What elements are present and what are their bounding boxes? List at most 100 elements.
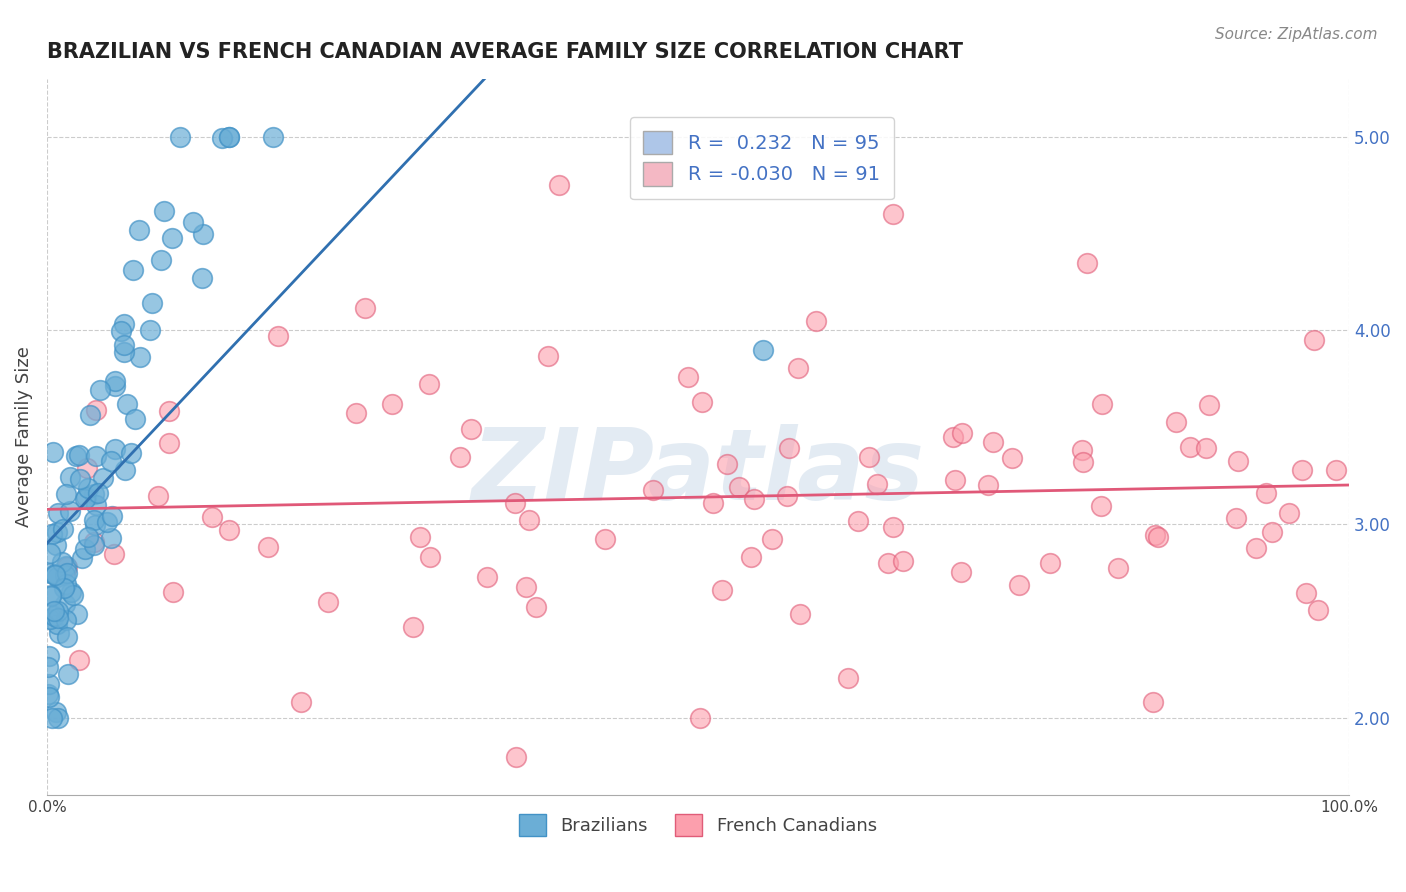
Brazilians — [77, 481, 100, 495]
French Canadians — [84, 403, 107, 417]
French Canadians — [1178, 440, 1201, 454]
Brazilians — [89, 384, 111, 398]
French Canadians — [157, 435, 180, 450]
Brazilians — [39, 566, 62, 581]
Text: ZIPatlas: ZIPatlas — [471, 425, 925, 521]
Brazilians — [169, 129, 191, 144]
French Canadians — [943, 473, 966, 487]
Brazilians — [75, 541, 97, 556]
French Canadians — [290, 695, 312, 709]
French Canadians — [1076, 255, 1098, 269]
French Canadians — [1144, 528, 1167, 542]
Brazilians — [104, 379, 127, 393]
Brazilians — [262, 129, 284, 144]
Brazilians — [104, 442, 127, 456]
Brazilians — [79, 409, 101, 423]
French Canadians — [858, 450, 880, 465]
Brazilians — [41, 711, 63, 725]
Brazilians — [218, 129, 240, 144]
Text: BRAZILIAN VS FRENCH CANADIAN AVERAGE FAMILY SIZE CORRELATION CHART: BRAZILIAN VS FRENCH CANADIAN AVERAGE FAM… — [46, 42, 963, 62]
Brazilians — [83, 518, 105, 533]
French Canadians — [353, 301, 375, 315]
Brazilians — [120, 446, 142, 460]
French Canadians — [1303, 333, 1326, 347]
French Canadians — [942, 430, 965, 444]
French Canadians — [515, 580, 537, 594]
Brazilians — [55, 486, 77, 500]
French Canadians — [162, 584, 184, 599]
French Canadians — [876, 557, 898, 571]
Brazilians — [55, 558, 77, 573]
French Canadians — [157, 404, 180, 418]
French Canadians — [517, 513, 540, 527]
Brazilians — [55, 614, 77, 628]
Brazilians — [93, 471, 115, 485]
French Canadians — [1090, 499, 1112, 513]
Brazilians — [42, 444, 65, 458]
French Canadians — [76, 461, 98, 475]
Brazilians — [52, 522, 75, 536]
Brazilians — [100, 531, 122, 545]
French Canadians — [778, 442, 800, 456]
French Canadians — [837, 671, 859, 685]
French Canadians — [1256, 485, 1278, 500]
French Canadians — [1091, 397, 1114, 411]
French Canadians — [344, 405, 367, 419]
Brazilians — [181, 215, 204, 229]
Brazilians — [141, 296, 163, 310]
French Canadians — [83, 535, 105, 549]
Brazilians — [114, 463, 136, 477]
Brazilians — [139, 323, 162, 337]
Brazilians — [53, 597, 76, 611]
Brazilians — [44, 568, 66, 582]
Brazilians — [45, 538, 67, 552]
Y-axis label: Average Family Size: Average Family Size — [15, 347, 32, 527]
Brazilians — [59, 585, 82, 599]
French Canadians — [950, 425, 973, 440]
French Canadians — [146, 489, 169, 503]
French Canadians — [1142, 695, 1164, 709]
French Canadians — [1071, 455, 1094, 469]
French Canadians — [1306, 603, 1329, 617]
Brazilians — [48, 711, 70, 725]
French Canadians — [401, 620, 423, 634]
French Canadians — [537, 349, 560, 363]
French Canadians — [419, 549, 441, 564]
French Canadians — [56, 559, 79, 574]
Brazilians — [44, 566, 66, 581]
French Canadians — [593, 532, 616, 546]
French Canadians — [1195, 441, 1218, 455]
French Canadians — [103, 547, 125, 561]
Brazilians — [83, 487, 105, 501]
Brazilians — [39, 612, 62, 626]
Brazilians — [112, 317, 135, 331]
French Canadians — [742, 491, 765, 506]
French Canadians — [740, 550, 762, 565]
French Canadians — [981, 434, 1004, 449]
Brazilians — [45, 617, 67, 632]
Brazilians — [87, 486, 110, 500]
French Canadians — [409, 530, 432, 544]
Brazilians — [59, 504, 82, 518]
Brazilians — [53, 581, 76, 595]
French Canadians — [475, 570, 498, 584]
Brazilians — [37, 687, 59, 701]
French Canadians — [218, 523, 240, 537]
French Canadians — [678, 370, 700, 384]
French Canadians — [1295, 586, 1317, 600]
Brazilians — [41, 526, 63, 541]
Brazilians — [48, 626, 70, 640]
French Canadians — [1278, 506, 1301, 520]
Brazilians — [104, 375, 127, 389]
French Canadians — [67, 653, 90, 667]
French Canadians — [761, 532, 783, 546]
Brazilians — [112, 338, 135, 352]
Brazilians — [128, 223, 150, 237]
Brazilians — [96, 516, 118, 530]
Brazilians — [56, 630, 79, 644]
French Canadians — [866, 477, 889, 491]
Brazilians — [153, 204, 176, 219]
French Canadians — [1244, 541, 1267, 555]
French Canadians — [689, 711, 711, 725]
Brazilians — [752, 343, 775, 357]
